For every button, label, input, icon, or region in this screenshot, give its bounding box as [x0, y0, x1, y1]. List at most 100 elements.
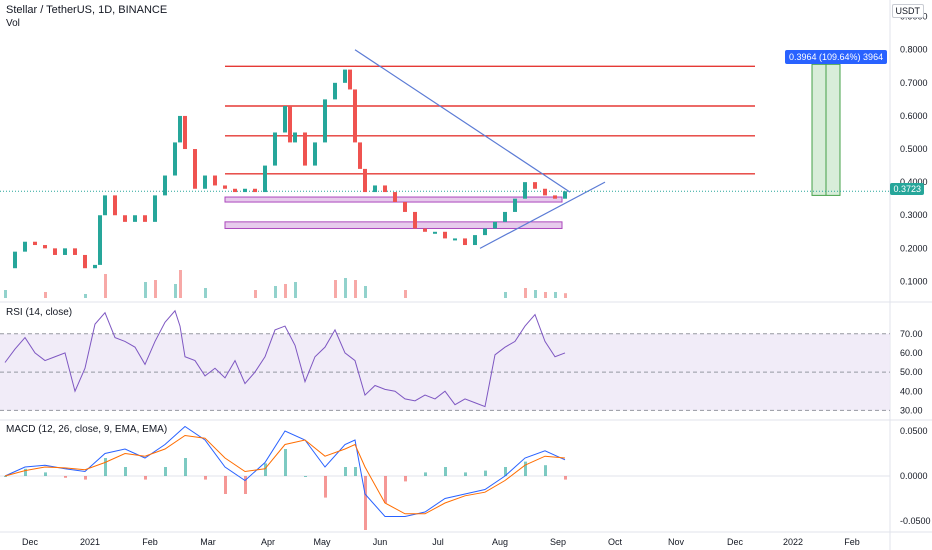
price-candle	[123, 215, 127, 222]
price-candle	[363, 168, 367, 193]
macd-histogram-bar	[444, 467, 447, 476]
time-tick-label: May	[313, 537, 331, 547]
price-candle	[163, 175, 167, 196]
price-candle	[283, 106, 287, 133]
time-tick-label: Jul	[432, 537, 444, 547]
price-candle	[503, 211, 507, 222]
volume-bar	[174, 284, 177, 298]
volume-bar	[274, 286, 277, 298]
time-tick-label: Dec	[727, 537, 744, 547]
signal-line	[4, 434, 566, 515]
price-candle	[513, 198, 517, 212]
price-tick-label: 0.3000	[900, 210, 928, 220]
price-candle	[173, 142, 177, 176]
macd-tick-label: 0.0500	[900, 426, 928, 436]
macd-histogram-bar	[564, 476, 567, 480]
price-candle	[533, 182, 537, 189]
price-candle	[133, 215, 137, 222]
rsi-indicator-label[interactable]: RSI (14, close)	[6, 307, 73, 318]
price-candle	[373, 185, 377, 193]
price-candle	[13, 251, 17, 269]
volume-bar	[554, 292, 557, 298]
time-tick-label: Feb	[844, 537, 860, 547]
time-tick-label: Nov	[668, 537, 685, 547]
macd-histogram-bar	[104, 458, 107, 476]
macd-histogram-bar	[224, 476, 227, 494]
macd-histogram-bar	[4, 476, 7, 477]
price-candle	[153, 195, 157, 222]
volume-bar	[104, 274, 107, 298]
macd-histogram-bar	[24, 468, 27, 476]
volume-bar	[504, 292, 507, 298]
price-candle	[403, 202, 407, 212]
price-candle	[453, 238, 457, 241]
time-tick-label: Mar	[200, 537, 216, 547]
price-tick-label: 0.1000	[900, 276, 928, 286]
price-candle	[288, 106, 292, 143]
macd-histogram-bar	[284, 449, 287, 476]
macd-histogram-bar	[484, 470, 487, 476]
price-candle	[83, 254, 87, 269]
price-candle	[423, 228, 427, 232]
price-candle	[98, 215, 102, 265]
price-candle	[493, 221, 497, 229]
rsi-line	[4, 309, 566, 408]
price-candle	[463, 238, 467, 246]
rsi-tick-label: 50.00	[900, 367, 923, 377]
price-candle	[543, 188, 547, 196]
time-tick-label: Apr	[261, 537, 275, 547]
currency-selector[interactable]: USDT	[891, 4, 924, 18]
price-candle	[393, 192, 397, 202]
price-candle	[553, 195, 557, 199]
macd-histogram-bar	[64, 476, 67, 478]
price-candle	[333, 82, 337, 100]
volume-bar	[524, 288, 527, 298]
current-price-badge: 0.3723	[890, 183, 924, 195]
volume-label: Vol	[6, 18, 20, 29]
price-candle	[53, 248, 57, 255]
time-tick-label: 2022	[783, 537, 803, 547]
macd-tick-label: 0.0000	[900, 471, 928, 481]
macd-histogram-bar	[44, 472, 47, 476]
price-candle	[193, 149, 197, 189]
price-tick-label: 0.7000	[900, 78, 928, 88]
price-candle	[358, 142, 362, 169]
macd-tick-label: -0.0500	[900, 516, 931, 526]
macd-histogram-bar	[344, 467, 347, 476]
price-candle	[313, 142, 317, 166]
macd-line	[4, 425, 566, 517]
macd-histogram-bar	[544, 465, 547, 476]
price-candle	[443, 231, 447, 239]
volume-bar	[254, 290, 257, 298]
volume-bar	[4, 290, 7, 298]
price-candle	[73, 248, 77, 255]
volume-bar	[564, 293, 567, 298]
price-candle	[233, 188, 237, 193]
time-tick-label: Sep	[550, 537, 566, 547]
macd-histogram-bar	[164, 467, 167, 476]
price-candle	[243, 188, 247, 193]
volume-bar	[154, 280, 157, 298]
time-tick-label: Feb	[142, 537, 158, 547]
macd-histogram-bar	[364, 476, 367, 530]
macd-indicator-label[interactable]: MACD (12, 26, close, 9, EMA, EMA)	[6, 424, 168, 435]
price-candle	[253, 188, 257, 193]
price-candle	[43, 245, 47, 249]
volume-bar	[534, 290, 537, 298]
rsi-tick-label: 60.00	[900, 348, 923, 358]
volume-bar	[284, 284, 287, 298]
price-tick-label: 0.2000	[900, 243, 928, 253]
price-candle	[483, 228, 487, 236]
price-candle	[183, 115, 187, 150]
price-candle	[383, 185, 387, 193]
macd-histogram-bar	[424, 472, 427, 476]
chart-title: Stellar / TetherUS, 1D, BINANCE	[6, 4, 168, 16]
macd-histogram-bar	[524, 461, 527, 476]
volume-bar	[354, 280, 357, 298]
macd-histogram-bar	[404, 476, 407, 482]
price-candle	[433, 231, 437, 234]
volume-bar	[404, 290, 407, 298]
price-candle	[113, 195, 117, 216]
trendline-up	[479, 181, 606, 249]
